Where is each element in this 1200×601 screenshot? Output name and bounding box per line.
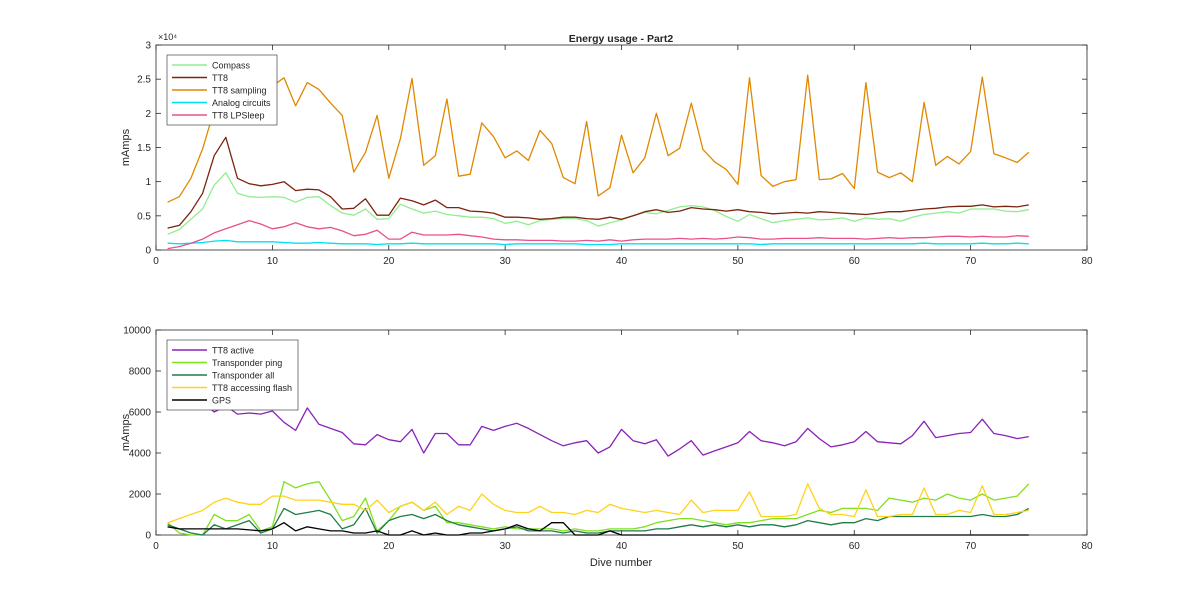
legend-entry-label: Transponder ping (212, 358, 282, 368)
y-tick-label: 0.5 (137, 211, 151, 222)
y-tick-label: 1.5 (137, 143, 151, 154)
y-tick-label: 2 (145, 109, 151, 120)
figure-title: Energy usage - Part2 (569, 33, 674, 45)
y-tick-label: 0 (145, 531, 151, 542)
series-line-transponder-all (167, 507, 1030, 536)
legend: TT8 active Transponder ping Transponder al… (166, 339, 299, 411)
y-tick-label: 0 (145, 246, 151, 257)
y-tick-label: 4000 (129, 449, 152, 460)
y-tick-label: 10000 (123, 326, 151, 337)
legend-entry-label: TT8 accessing flash (212, 383, 292, 393)
legend-entry-label: GPS (212, 395, 231, 405)
x-tick-label: 80 (1081, 541, 1093, 552)
legend-entry-label: Analog circuits (212, 98, 271, 108)
x-tick-label: 40 (616, 256, 628, 267)
bottom-plot: 0 10 20 30 40 50 60 70 80 0 2000 4000 6000 8000 10000 m… (120, 326, 1093, 553)
x-tick-label: 10 (267, 541, 279, 552)
legend-entry-label: Transponder all (212, 370, 274, 380)
x-tick-label: 80 (1081, 256, 1093, 267)
series-line-analog-circuits (167, 239, 1029, 246)
legend-entry-label: TT8 active (212, 345, 254, 355)
top-plot: 0 10 20 30 40 50 60 70 80 0 0.5 1 1.5 2 2.5 3 ×10⁴ mAmps C… (120, 32, 1093, 267)
x-tick-label: 50 (732, 256, 744, 267)
x-tick-label: 60 (849, 541, 861, 552)
legend-entry-label: TT8 (212, 73, 228, 83)
series-line-tt8-accessing-flash (167, 483, 1029, 524)
x-tick-label: 40 (616, 541, 628, 552)
legend-entry-label: TT8 sampling (212, 85, 267, 95)
y-axis-label: mAmps (120, 413, 132, 451)
y-tick-label: 3 (145, 41, 151, 52)
x-tick-label: 60 (849, 256, 861, 267)
x-tick-label: 20 (383, 541, 395, 552)
legend-entry-label: Compass (212, 60, 251, 70)
y-tick-label: 2000 (129, 490, 152, 501)
legend-entry-label: TT8 LPSleep (212, 110, 265, 120)
y-tick-label: 1 (145, 177, 151, 188)
x-tick-label: 20 (383, 256, 395, 267)
y-tick-label: 2.5 (137, 75, 151, 86)
x-tick-label: 0 (153, 256, 159, 267)
series-line-transponder-ping (167, 481, 1030, 536)
series-line-gps (167, 522, 1029, 536)
series-line-compass (167, 172, 1029, 235)
x-tick-label: 10 (267, 256, 279, 267)
x-tick-label: 70 (965, 256, 977, 267)
series-line-tt8-active (167, 358, 1029, 457)
y-axis-label: mAmps (120, 128, 132, 166)
x-tick-label: 50 (732, 541, 744, 552)
x-tick-label: 30 (500, 541, 512, 552)
x-tick-label: 0 (153, 541, 159, 552)
series-line-tt8-lpsleep (167, 219, 1029, 250)
x-axis-label: Dive number (590, 557, 653, 569)
y-tick-label: 8000 (129, 367, 152, 378)
x-tick-label: 30 (500, 256, 512, 267)
series-line-tt8 (167, 136, 1029, 229)
legend: Compass TT8 TT8 sampling Analog circuits TT8… (166, 54, 278, 126)
series-line-tt8-sampling (167, 74, 1030, 203)
y-tick-label: 6000 (129, 408, 152, 419)
y-exponent-label: ×10⁴ (158, 32, 177, 42)
x-tick-label: 70 (965, 541, 977, 552)
